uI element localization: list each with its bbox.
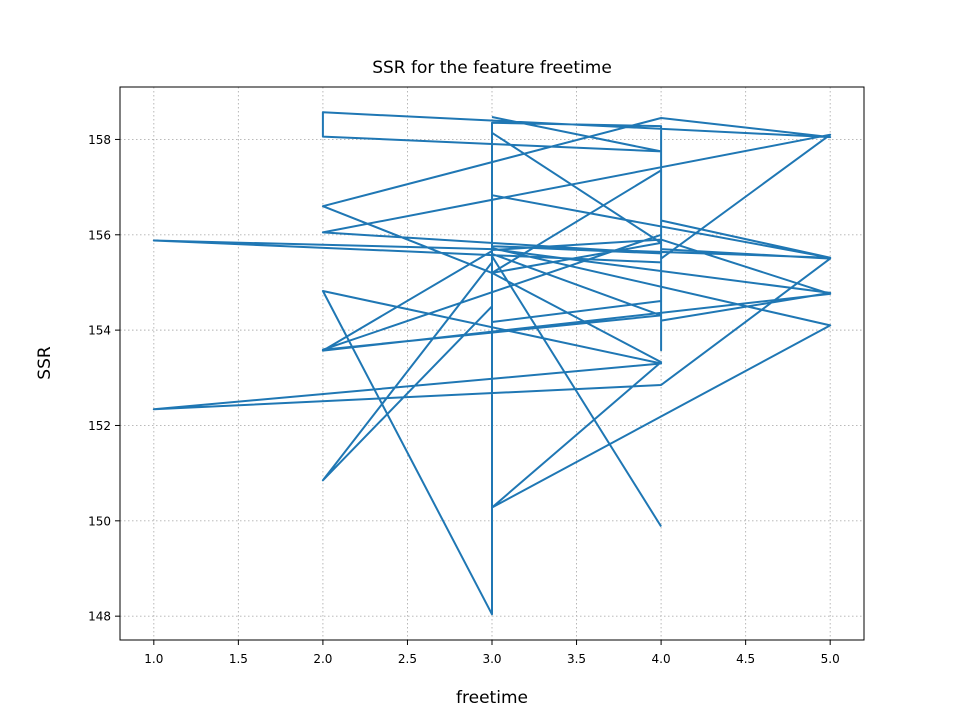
y-tick-label: 150 <box>88 514 111 528</box>
x-tick-label: 4.5 <box>736 652 755 666</box>
y-tick-label: 154 <box>88 324 111 338</box>
x-axis-label: freetime <box>456 688 528 708</box>
x-tick-label: 3.5 <box>567 652 586 666</box>
x-tick-label: 5.0 <box>821 652 840 666</box>
y-axis-label: SSR <box>35 346 55 380</box>
x-tick-label: 1.0 <box>144 652 163 666</box>
y-tick-label: 148 <box>88 610 111 624</box>
series-line-0 <box>152 111 832 616</box>
y-tick-label: 156 <box>88 228 111 242</box>
x-tick-label: 3.0 <box>482 652 501 666</box>
series-layer <box>152 111 832 616</box>
x-tick-label: 1.5 <box>229 652 248 666</box>
y-axis: 148 150 152 154 156 158 <box>88 133 120 624</box>
y-tick-label: 152 <box>88 419 111 433</box>
x-tick-label: 2.5 <box>398 652 417 666</box>
chart-title: SSR for the feature freetime <box>372 58 612 78</box>
x-tick-label: 2.0 <box>313 652 332 666</box>
y-tick-label: 158 <box>88 133 111 147</box>
x-tick-label: 4.0 <box>652 652 671 666</box>
x-axis: 1.0 1.5 2.0 2.5 3.0 3.5 4.0 4.5 5.0 <box>144 640 840 666</box>
